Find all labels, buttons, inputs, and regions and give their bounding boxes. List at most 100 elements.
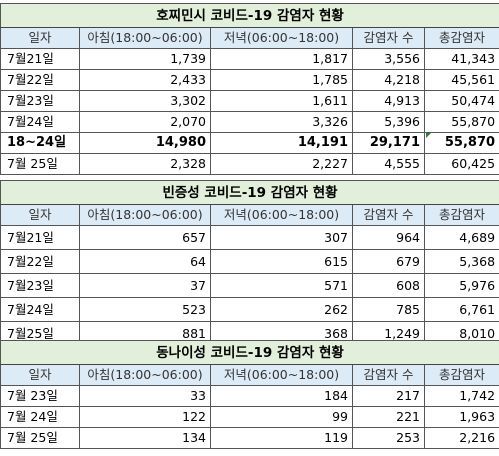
cell-morning: 37 xyxy=(79,273,211,298)
header-morning: 아침(18:00~06:00) xyxy=(79,364,211,386)
table-row: 7월 24일 122 99 221 1,963 xyxy=(0,406,499,428)
cell-total: 60,425 xyxy=(423,153,499,175)
cell-date: 7월24일 xyxy=(0,297,80,322)
header-date: 일자 xyxy=(0,364,80,386)
cell-cases: 4,555 xyxy=(352,153,425,175)
cell-cases: 964 xyxy=(352,225,425,250)
cell-evening: 262 xyxy=(210,297,353,322)
table-row: 7월24일 2,070 3,326 5,396 55,870 xyxy=(0,111,499,133)
cell-total-value: 55,870 xyxy=(444,135,496,150)
cell-total: 1,963 xyxy=(423,406,499,428)
header-evening: 저녁(06:00~18:00) xyxy=(210,364,353,386)
cell-morning: 2,328 xyxy=(79,153,211,175)
cell-morning: 134 xyxy=(79,427,211,449)
table-row: 7월 25일 2,328 2,227 4,555 60,425 xyxy=(0,153,499,175)
cell-evening: 307 xyxy=(210,225,353,250)
table-row: 7월23일 37 571 608 5,976 xyxy=(0,273,499,298)
header-date: 일자 xyxy=(0,27,80,49)
cell-morning: 64 xyxy=(79,249,211,274)
cell-evening: 99 xyxy=(210,406,353,428)
cell-morning: 122 xyxy=(79,406,211,428)
summary-row: 18~24일 14,980 14,191 29,171 55,870 xyxy=(0,132,499,154)
header-total: 총감염자 xyxy=(423,204,499,226)
cell-date: 7월 24일 xyxy=(0,406,80,428)
table-title: 호찌민시 코비드-19 감염자 현황 xyxy=(0,3,499,28)
table-row: 7월21일 1,739 1,817 3,556 41,343 xyxy=(0,48,499,70)
cell-cases: 4,913 xyxy=(352,90,425,112)
cell-total: 4,689 xyxy=(423,225,499,250)
cell-total: 5,368 xyxy=(423,249,499,274)
cell-evening: 14,191 xyxy=(210,132,353,154)
header-cases: 감염자 수 xyxy=(352,204,425,226)
cell-evening: 184 xyxy=(210,385,353,407)
table-row: 7월23일 3,302 1,611 4,913 50,474 xyxy=(0,90,499,112)
cell-comment-indicator-icon xyxy=(426,133,431,138)
cell-total: 55,870 xyxy=(423,111,499,133)
cell-total: 45,561 xyxy=(423,69,499,91)
cell-date: 7월21일 xyxy=(0,48,80,70)
cell-cases: 679 xyxy=(352,249,425,274)
cell-evening: 571 xyxy=(210,273,353,298)
header-date: 일자 xyxy=(0,204,80,226)
table-row: 7월22일 2,433 1,785 4,218 45,561 xyxy=(0,69,499,91)
cell-date: 7월22일 xyxy=(0,249,80,274)
cell-cases: 217 xyxy=(352,385,425,407)
cell-total: 50,474 xyxy=(423,90,499,112)
hcmc-covid-table: 호찌민시 코비드-19 감염자 현황 일자 아침(18:00~06:00) 저녁… xyxy=(0,3,499,175)
cell-cases: 5,396 xyxy=(352,111,425,133)
cell-evening: 3,326 xyxy=(210,111,353,133)
table-title: 빈증성 코비드-19 감염자 현황 xyxy=(0,180,499,205)
cell-evening: 1,785 xyxy=(210,69,353,91)
table-row: 7월24일 523 262 785 6,761 xyxy=(0,297,499,322)
cell-cases: 29,171 xyxy=(352,132,425,154)
cell-date: 7월21일 xyxy=(0,225,80,250)
cell-evening: 1,611 xyxy=(210,90,353,112)
cell-evening: 1,817 xyxy=(210,48,353,70)
header-row: 일자 아침(18:00~06:00) 저녁(06:00~18:00) 감염자 수… xyxy=(0,364,499,386)
cell-total: 2,216 xyxy=(423,427,499,449)
cell-date: 7월 25일 xyxy=(0,153,80,175)
cell-total: 6,761 xyxy=(423,297,499,322)
cell-cases: 4,218 xyxy=(352,69,425,91)
header-morning: 아침(18:00~06:00) xyxy=(79,204,211,226)
cell-date: 7월22일 xyxy=(0,69,80,91)
header-morning: 아침(18:00~06:00) xyxy=(79,27,211,49)
cell-evening: 119 xyxy=(210,427,353,449)
cell-morning: 523 xyxy=(79,297,211,322)
table-row: 7월21일 657 307 964 4,689 xyxy=(0,225,499,250)
header-total: 총감염자 xyxy=(423,27,499,49)
header-cases: 감염자 수 xyxy=(352,27,425,49)
header-evening: 저녁(06:00~18:00) xyxy=(210,27,353,49)
table-row: 7월 25일 134 119 253 2,216 xyxy=(0,427,499,449)
cell-cases: 221 xyxy=(352,406,425,428)
table-title: 동나이성 코비드-19 감염자 현황 xyxy=(0,340,499,365)
cell-morning: 1,739 xyxy=(79,48,211,70)
table-row: 7월 23일 33 184 217 1,742 xyxy=(0,385,499,407)
header-row: 일자 아침(18:00~06:00) 저녁(06:00~18:00) 감염자 수… xyxy=(0,27,499,49)
cell-date: 7월 25일 xyxy=(0,427,80,449)
binh-duong-covid-table: 빈증성 코비드-19 감염자 현황 일자 아침(18:00~06:00) 저녁(… xyxy=(0,180,499,346)
cell-morning: 33 xyxy=(79,385,211,407)
table-row: 7월22일 64 615 679 5,368 xyxy=(0,249,499,274)
cell-morning: 14,980 xyxy=(79,132,211,154)
cell-date: 7월23일 xyxy=(0,90,80,112)
cell-morning: 2,070 xyxy=(79,111,211,133)
cell-morning: 657 xyxy=(79,225,211,250)
cell-date: 7월23일 xyxy=(0,273,80,298)
cell-date: 7월 23일 xyxy=(0,385,80,407)
cell-total[interactable]: 55,870 xyxy=(423,132,499,154)
cell-total: 1,742 xyxy=(423,385,499,407)
cell-total: 5,976 xyxy=(423,273,499,298)
cell-morning: 3,302 xyxy=(79,90,211,112)
header-total: 총감염자 xyxy=(423,364,499,386)
cell-cases: 253 xyxy=(352,427,425,449)
cell-morning: 2,433 xyxy=(79,69,211,91)
cell-evening: 615 xyxy=(210,249,353,274)
cell-date: 7월24일 xyxy=(0,111,80,133)
header-cases: 감염자 수 xyxy=(352,364,425,386)
header-evening: 저녁(06:00~18:00) xyxy=(210,204,353,226)
cell-date: 18~24일 xyxy=(0,132,80,154)
cell-total: 41,343 xyxy=(423,48,499,70)
cell-cases: 608 xyxy=(352,273,425,298)
cell-cases: 785 xyxy=(352,297,425,322)
